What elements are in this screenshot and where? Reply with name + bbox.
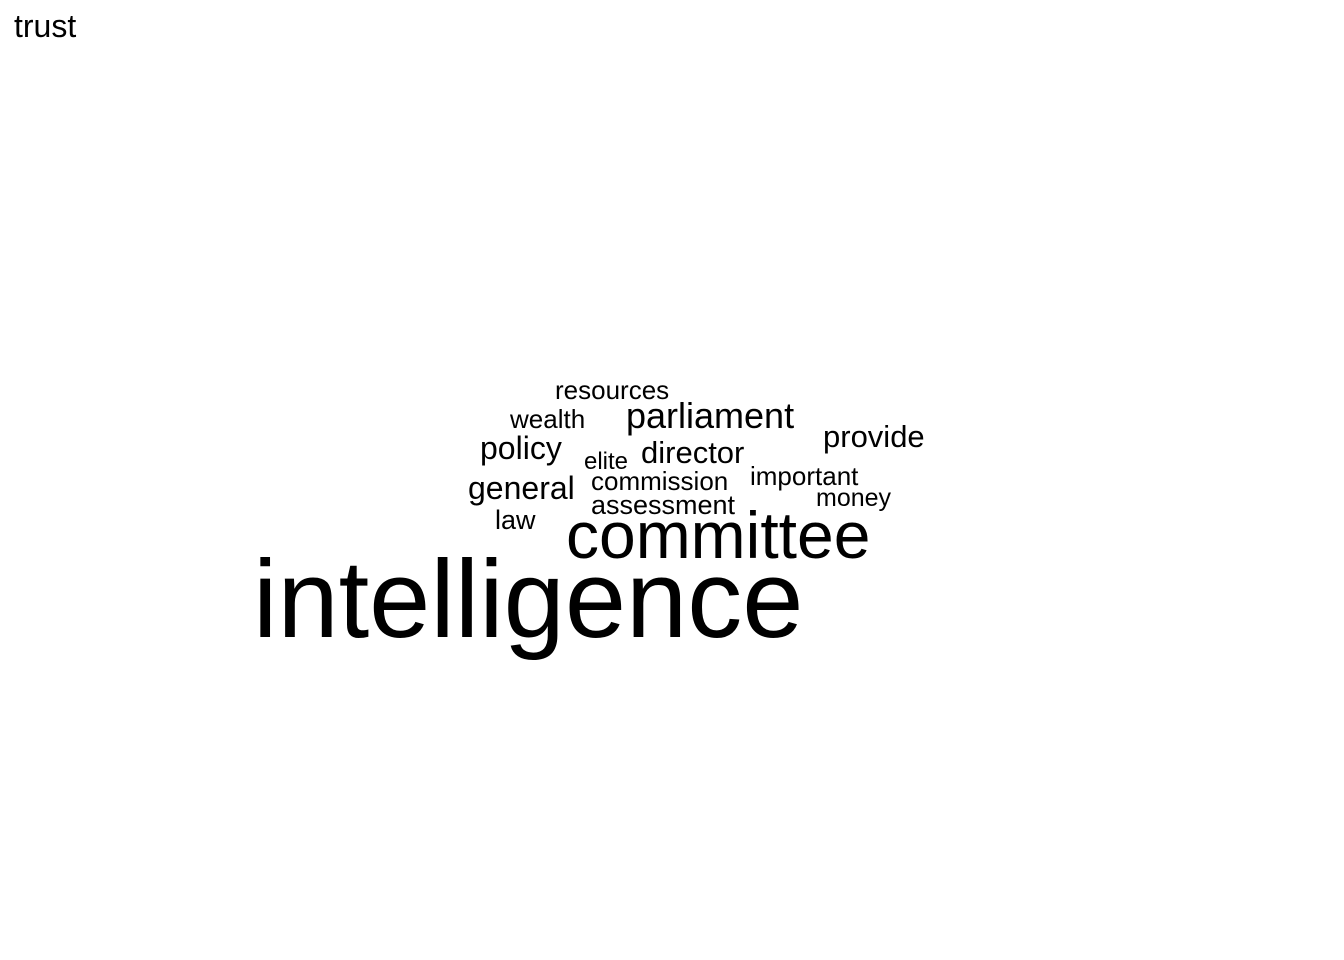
word-money: money: [816, 484, 892, 512]
word-provide: provide: [823, 419, 925, 454]
word-intelligence: intelligence: [253, 538, 804, 661]
word-wealth: wealth: [510, 404, 586, 434]
word-elite: elite: [584, 448, 629, 475]
word-law: law: [495, 505, 536, 535]
word-policy: policy: [480, 430, 562, 466]
word-parliament: parliament: [626, 395, 795, 436]
word-resources: resources: [555, 375, 670, 405]
plot-title: trust: [14, 8, 77, 44]
word-committee: committee: [566, 498, 871, 572]
word-general: general: [468, 470, 575, 506]
word-important: important: [750, 461, 859, 491]
word-assessment: assessment: [591, 490, 736, 520]
word-director: director: [641, 435, 745, 470]
word-commission: commission: [591, 466, 729, 496]
